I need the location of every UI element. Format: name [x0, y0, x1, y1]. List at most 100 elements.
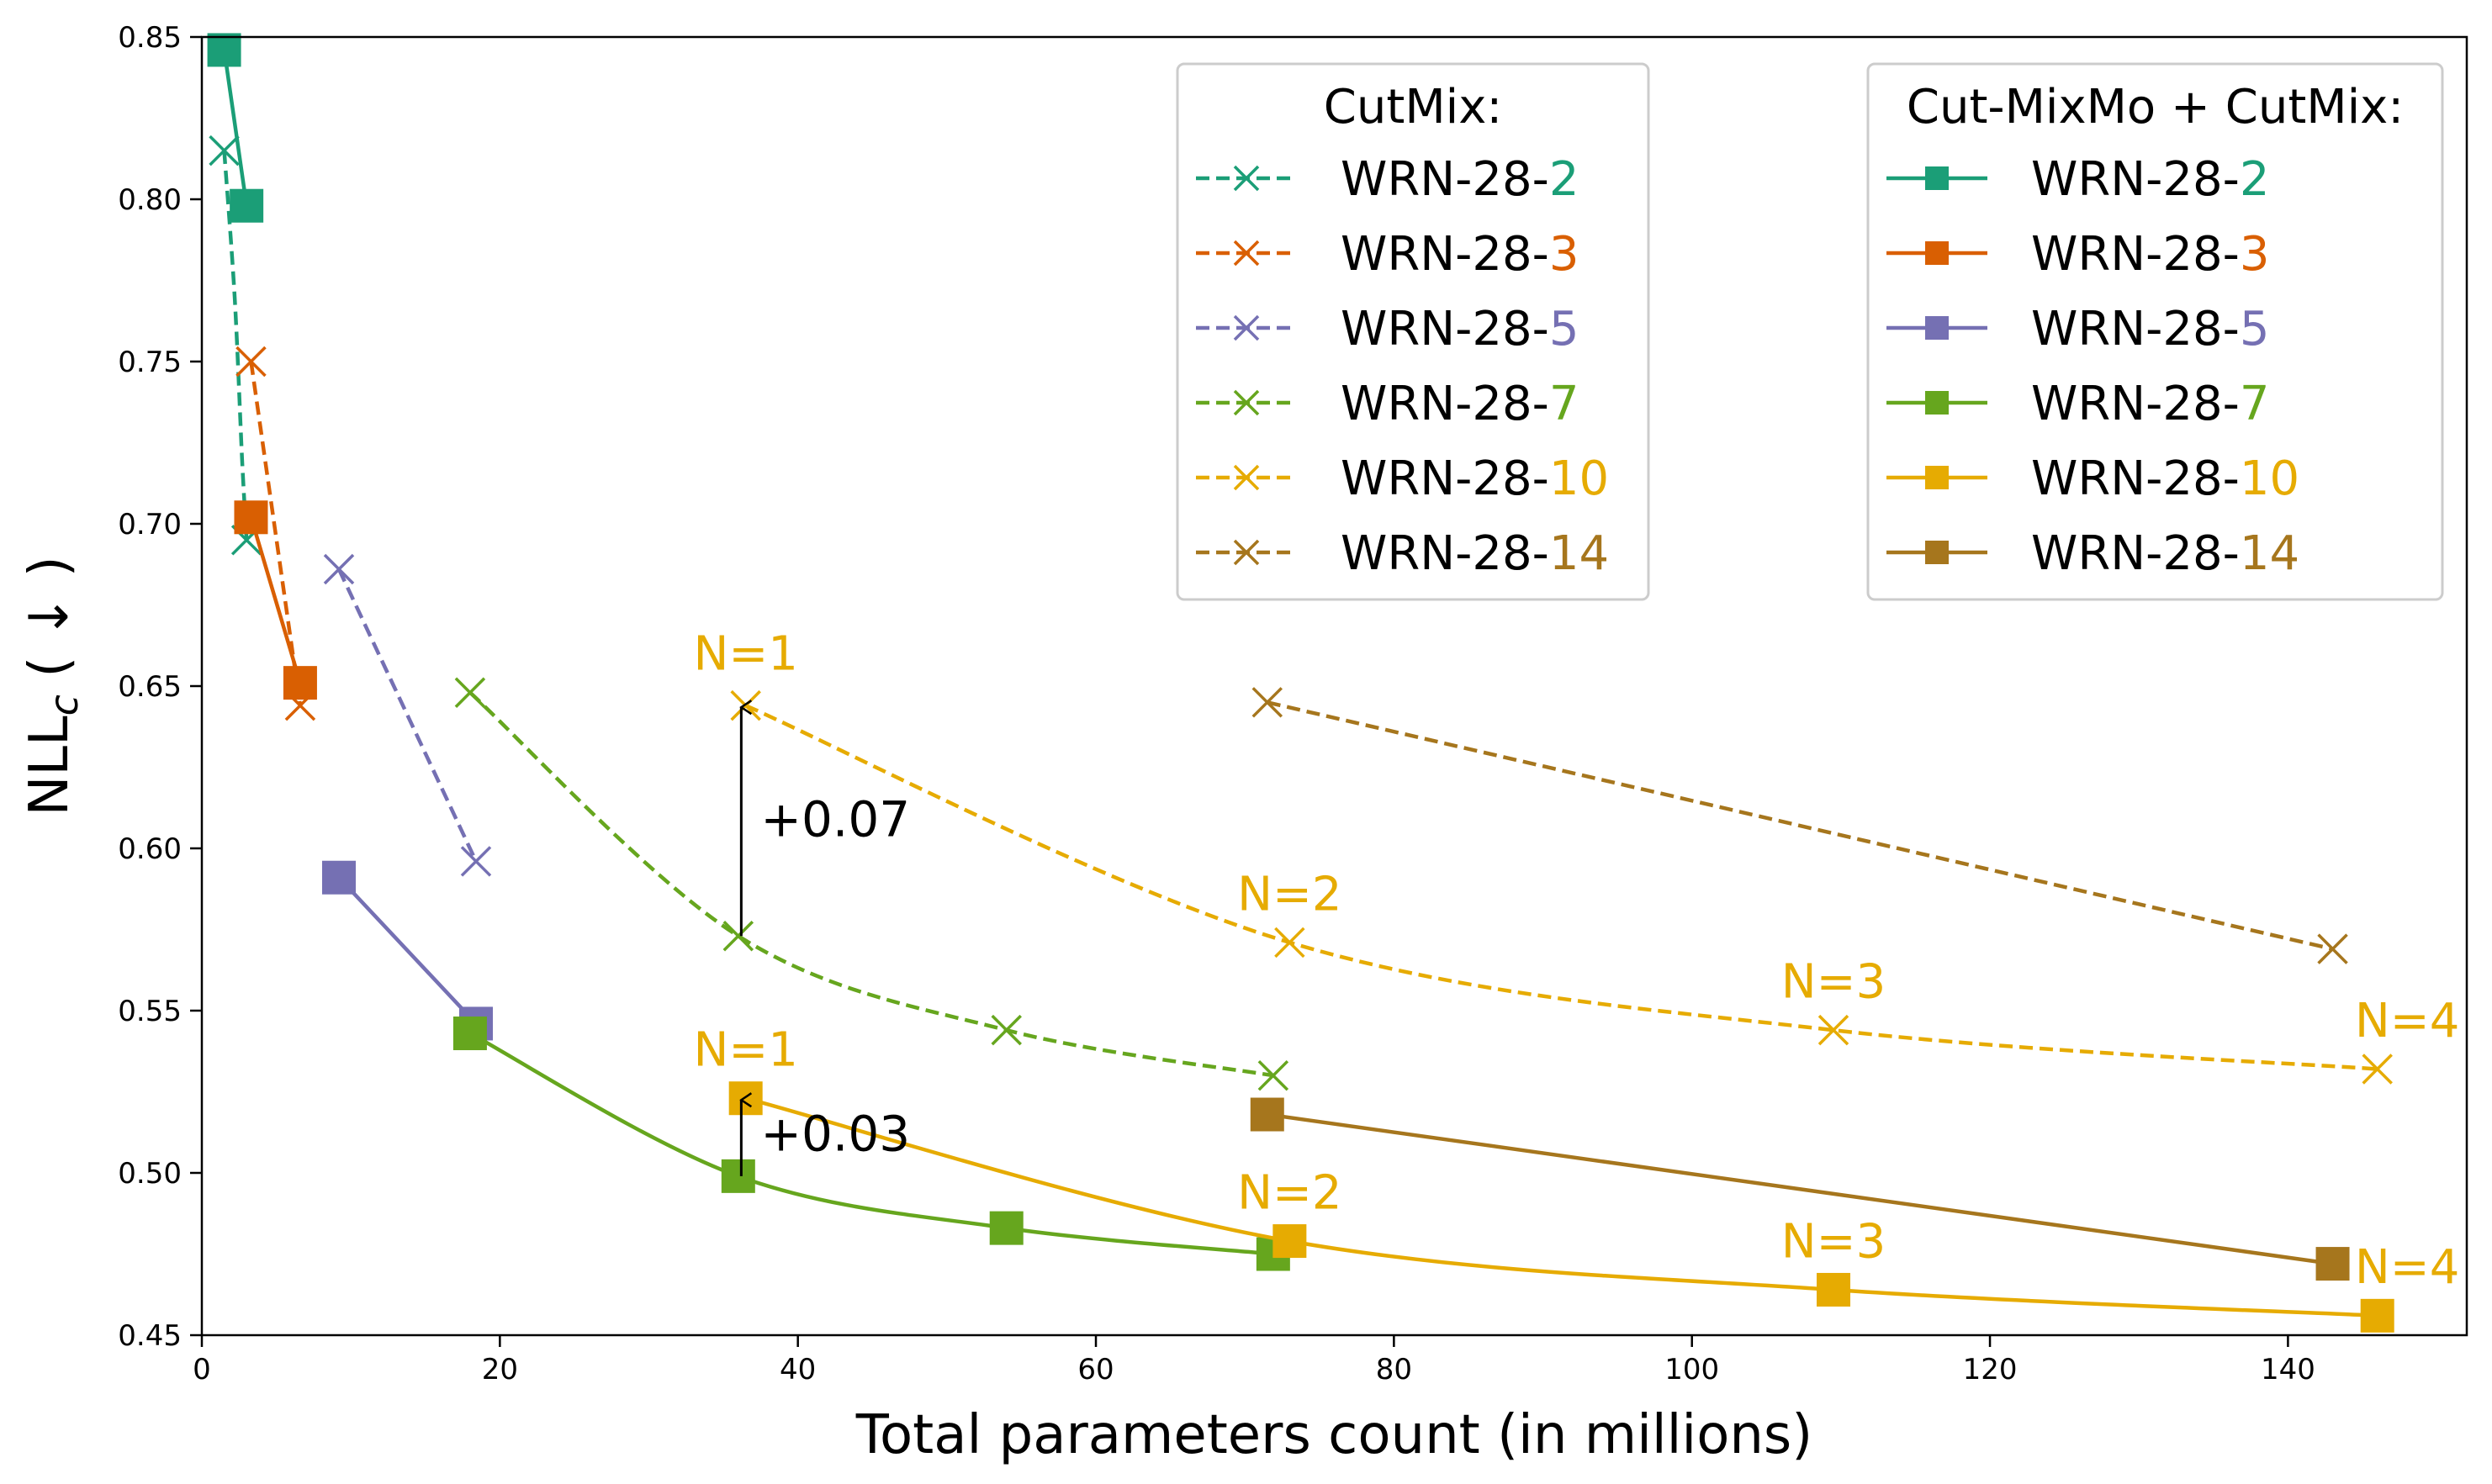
x-axis-label: Total parameters count (in millions)	[855, 1404, 1812, 1466]
legend-entry-suffix: 14	[2240, 526, 2299, 581]
x-marker	[1233, 314, 1260, 341]
legend-entry-label: WRN-28-14	[2031, 526, 2299, 581]
legend-entry-prefix: WRN-28-	[2031, 302, 2240, 356]
series-line	[468, 1032, 1274, 1256]
x-marker	[2317, 933, 2348, 964]
y-axis-label: NLLc ( ↓ )	[19, 556, 87, 816]
x-marker-stroke	[2362, 1054, 2393, 1085]
x-marker-stroke	[454, 677, 486, 708]
square-marker	[1272, 1224, 1307, 1259]
series-line	[222, 150, 249, 541]
y-tick-label: 0.65	[118, 670, 182, 704]
y-tick-label: 0.50	[118, 1157, 182, 1191]
n-annotation: N=4	[2355, 994, 2459, 1048]
series-cut-mixmo-cutmix-wrn-28-5	[321, 860, 493, 1041]
square-marker	[321, 860, 356, 895]
series-layer	[207, 33, 2394, 1333]
x-marker-stroke	[1233, 539, 1260, 566]
x-tick-label: 40	[780, 1353, 816, 1386]
x-marker	[1233, 464, 1260, 491]
x-marker	[209, 135, 240, 166]
legend-entry-label: WRN-28-5	[1341, 302, 1579, 356]
series-line	[1267, 1112, 2333, 1266]
square-marker	[283, 666, 317, 700]
n-annotation: N=4	[2355, 1240, 2459, 1295]
x-tick-label: 100	[1664, 1353, 1719, 1386]
series-cut-mixmo-cutmix-wrn-28-2	[207, 33, 264, 223]
y-tick-label: 0.55	[118, 995, 182, 1028]
n-annotation: N=1	[693, 1023, 797, 1078]
x-marker-stroke	[1257, 1059, 1289, 1091]
square-marker	[1925, 466, 1949, 489]
x-marker	[1233, 389, 1260, 416]
x-marker	[454, 677, 486, 708]
x-marker-stroke	[209, 135, 240, 166]
legend-cut-mixmo: Cut-MixMo + CutMix:WRN-28-2WRN-28-3WRN-2…	[1866, 62, 2444, 601]
gap-label: +0.03	[760, 1106, 910, 1163]
square-marker	[2360, 1298, 2394, 1333]
x-marker	[1817, 1014, 1849, 1046]
x-tick-label: 60	[1077, 1353, 1114, 1386]
x-marker-stroke	[1233, 165, 1260, 192]
y-axis: 0.45 0.50 0.55 0.60 0.65 0.70 0.75 0.80 0.85	[118, 21, 202, 1353]
series-cutmix-wrn-28-7	[454, 677, 1289, 1091]
square-marker	[452, 1017, 487, 1051]
y-tick-label: 0.70	[118, 508, 182, 541]
square-marker	[1925, 166, 1949, 190]
square-marker	[234, 500, 268, 535]
series-line	[249, 516, 303, 684]
square-marker	[207, 33, 241, 67]
legend-entry-suffix: 5	[2240, 302, 2270, 356]
n-annotation: N=2	[1237, 867, 1341, 922]
x-marker-stroke	[991, 1014, 1022, 1046]
square-marker	[1925, 541, 1949, 564]
y-tick-label: 0.85	[118, 21, 182, 55]
series-line	[249, 361, 303, 706]
legend-entry-label: WRN-28-5	[2031, 302, 2269, 356]
y-tick-label: 0.80	[118, 183, 182, 217]
square-marker	[230, 188, 264, 223]
legend-entry-prefix: WRN-28-	[1341, 452, 1549, 506]
annotation-layer: N=1 N=2 N=3 N=4 N=1 N=2 N=3 N=4 +0.07 +0.03	[693, 627, 2459, 1296]
square-marker	[721, 1159, 755, 1193]
legend-entry-prefix: WRN-28-	[1341, 152, 1549, 207]
legend-entry-prefix: WRN-28-	[1341, 302, 1549, 356]
legend-cutmix: CutMix:WRN-28-2WRN-28-3WRN-28-5WRN-28-7W…	[1176, 62, 1650, 601]
x-marker-stroke	[460, 846, 492, 877]
square-marker	[1925, 241, 1949, 265]
x-tick-label: 80	[1376, 1353, 1412, 1386]
series-cutmix-wrn-28-5	[323, 553, 492, 877]
x-tick-label: 20	[482, 1353, 518, 1386]
y-tick-label: 0.60	[118, 832, 182, 866]
legend-entry-label: WRN-28-10	[1341, 452, 1609, 506]
legend-entry-suffix: 5	[1549, 302, 1579, 356]
legend-entry-suffix: 3	[2240, 227, 2270, 282]
legend-entry-suffix: 7	[1549, 377, 1579, 431]
legend-entry-prefix: WRN-28-	[2031, 152, 2240, 207]
x-marker	[460, 846, 492, 877]
n-annotation: N=2	[1237, 1165, 1341, 1220]
gap-label: +0.07	[760, 790, 910, 848]
legend-frame	[1866, 62, 2444, 601]
n-annotation: N=3	[1781, 1214, 1886, 1269]
x-marker-stroke	[1233, 464, 1260, 491]
legend-entry-prefix: WRN-28-	[1341, 377, 1549, 431]
legend-entry-suffix: 10	[1549, 452, 1609, 506]
x-marker	[991, 1014, 1022, 1046]
legend-entry-suffix: 2	[1549, 152, 1579, 207]
legend-entry-prefix: WRN-28-	[1341, 227, 1549, 282]
legend-entry-label: WRN-28-14	[1341, 526, 1609, 581]
series-cutmix-wrn-28-10	[730, 689, 2393, 1085]
series-cut-mixmo-cutmix-wrn-28-14	[1250, 1097, 2350, 1281]
x-marker-stroke	[235, 346, 267, 378]
x-marker-stroke	[1251, 687, 1283, 718]
y-tick-label: 0.75	[118, 346, 182, 379]
y-tick-label: 0.45	[118, 1319, 182, 1353]
series-line	[468, 691, 1274, 1078]
legend-entry-suffix: 10	[2240, 452, 2299, 506]
series-line	[1267, 700, 2334, 951]
x-marker-stroke	[323, 553, 355, 585]
y-axis-label-main: NLL	[19, 716, 81, 816]
legend-entry-prefix: WRN-28-	[2031, 377, 2240, 431]
